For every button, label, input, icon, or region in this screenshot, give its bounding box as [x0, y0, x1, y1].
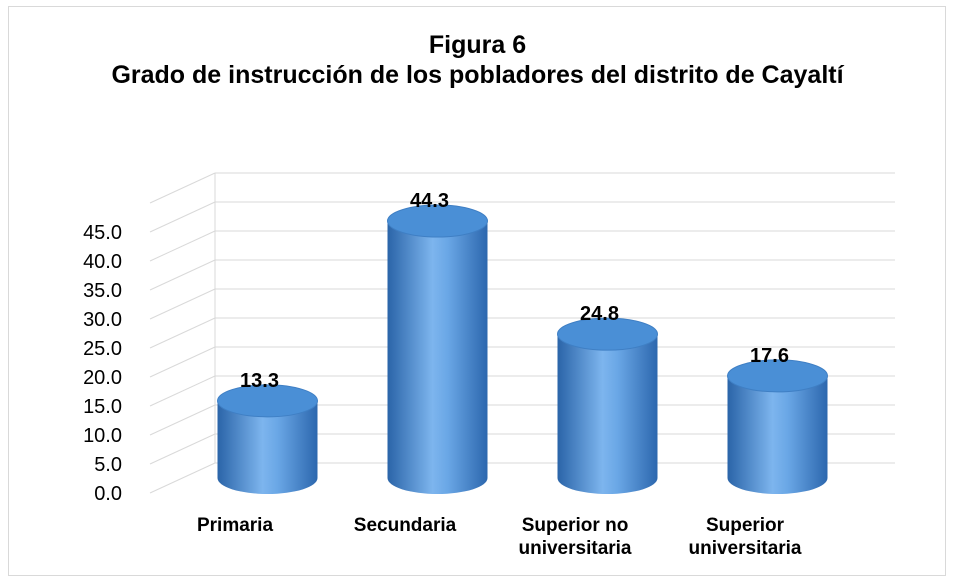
- value-label: 13.3: [240, 370, 279, 392]
- value-label: 17.6: [750, 345, 789, 367]
- grid-line: [149, 462, 216, 494]
- grid-line: [149, 317, 216, 349]
- grid-line: [149, 230, 216, 262]
- cylinder-top: [727, 359, 828, 393]
- y-tick-label: 35.0: [83, 280, 122, 302]
- grid-line: [149, 404, 216, 436]
- x-tick-label: Superior universitaria: [688, 515, 802, 559]
- cylinder-top: [217, 384, 318, 418]
- grid-line: [149, 346, 216, 378]
- cylinder-body: [557, 334, 658, 494]
- bar: [727, 359, 828, 494]
- y-tick-label: 15.0: [83, 396, 122, 418]
- y-tick-label: 10.0: [83, 425, 122, 447]
- y-tick-label: 40.0: [83, 251, 122, 273]
- bar: [387, 204, 488, 494]
- x-tick-label: Superior no universitaria: [518, 515, 632, 559]
- chart-frame: [8, 6, 946, 576]
- cylinder-top: [387, 204, 488, 238]
- grid-line: [149, 201, 216, 233]
- cylinder-body: [217, 400, 318, 494]
- title-block: Figura 6 Grado de instrucción de los pob…: [100, 30, 855, 90]
- chart-title: Figura 6: [428, 31, 527, 59]
- y-tick-label: 45.0: [83, 222, 122, 244]
- x-tick-label: Primaria: [196, 515, 274, 536]
- grid-line: [149, 375, 216, 407]
- y-tick-label: 5.0: [94, 454, 122, 476]
- x-tick-label: Secundaria: [353, 515, 457, 536]
- grid-line: [149, 433, 216, 465]
- grid-line: [149, 259, 216, 291]
- bar: [217, 384, 318, 494]
- grid-line: [149, 172, 216, 204]
- chart-subtitle: Grado de instrucción de los pobladores d…: [111, 61, 844, 89]
- cylinder-top: [557, 317, 658, 351]
- grid-line: [149, 288, 216, 320]
- bar: [557, 317, 658, 494]
- y-tick-label: 0.0: [94, 483, 122, 505]
- y-tick-label: 25.0: [83, 338, 122, 360]
- cylinder-body: [387, 221, 488, 494]
- value-label: 24.8: [580, 303, 619, 325]
- value-label: 44.3: [410, 190, 449, 212]
- cylinder-body: [727, 375, 828, 494]
- y-tick-label: 20.0: [83, 367, 122, 389]
- y-tick-label: 30.0: [83, 309, 122, 331]
